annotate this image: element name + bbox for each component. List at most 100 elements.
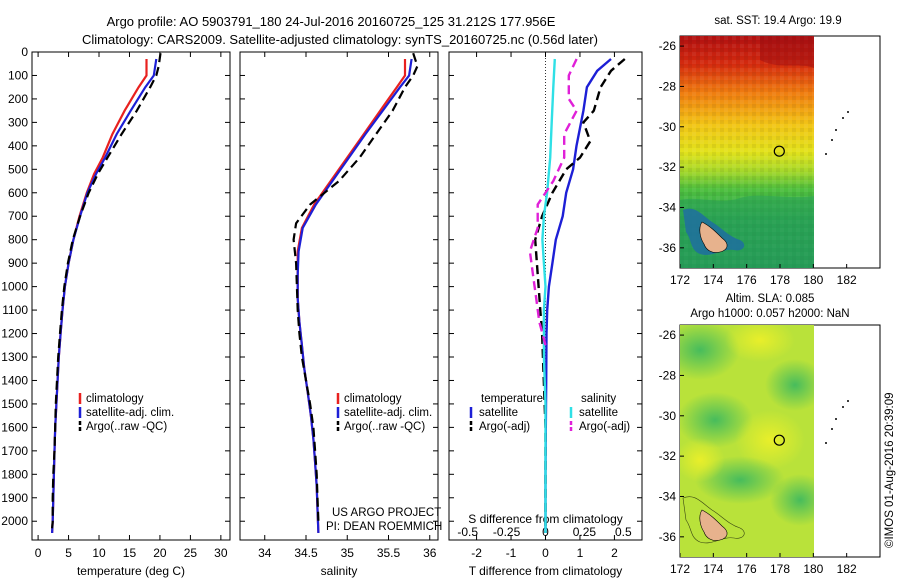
differences-xtick-label: -2	[471, 546, 482, 560]
legend-entry: Argo(-adj)	[579, 421, 630, 433]
salinity-xtick-label: 35	[341, 546, 355, 560]
temperature-ytick-label: 1400	[1, 373, 28, 387]
salinity-legend-entry: climatology	[344, 393, 402, 405]
diff-series-2	[541, 58, 556, 533]
temperature-ytick-label: 1500	[1, 397, 28, 411]
temperature-ytick-label: 600	[8, 186, 28, 200]
salinity-plot-frame	[239, 51, 439, 541]
temperature-ytick-label: 1800	[1, 467, 28, 481]
sla-map: Altim. SLA: 0.085 Argo h1000: 0.057 h200…	[679, 293, 881, 558]
legend-entry: satellite	[579, 407, 618, 419]
sla_map-xtick-label: 180	[803, 562, 823, 576]
temperature-xtick-label: 25	[184, 546, 198, 560]
temperature-ytick-label: 500	[8, 162, 28, 176]
sla_map-axes: 172 174 176 178 180 182 -26 -28 -30 -32 -34 -36	[659, 328, 857, 576]
salinity-diff-tick-label: -0.5	[457, 525, 478, 539]
salinity-diff-tick-label: -0.25	[493, 525, 521, 539]
sla_map-ytick-label: -26	[659, 328, 677, 342]
temperature-legend-entry: satellite-adj. clim.	[86, 407, 174, 419]
new-zealand-land-sla	[699, 509, 728, 541]
temperature-xtick-label: 15	[123, 546, 137, 560]
salinity-xtick-label: 36	[423, 546, 437, 560]
argo-position-marker-sla	[773, 434, 785, 446]
legend-entry: satellite	[479, 407, 518, 419]
sst_map-ytick-label: -30	[659, 120, 677, 134]
sst_map-xtick-label: 182	[837, 273, 857, 287]
sst_map-xtick-label: 178	[770, 273, 790, 287]
sla-map-title: Altim. SLA: 0.085	[726, 293, 815, 305]
temperature-ytick-label: 1700	[1, 444, 28, 458]
differences-panel: -2 -1 0 1 2 T difference from climatology -0.5…	[448, 51, 643, 578]
temperature-ytick-label: 0	[21, 45, 28, 59]
temperature-ytick-label: 1100	[2, 303, 28, 317]
sla_map-ytick-label: -36	[659, 530, 677, 544]
figure-title-line2: Climatology: CARS2009. Satellite-adjuste…	[82, 32, 598, 47]
sla_map-xtick-label: 174	[703, 562, 723, 576]
sst_map-ytick-label: -32	[659, 160, 677, 174]
project-label: US ARGO PROJECT	[332, 507, 441, 519]
temperature-xtick-label: 0	[35, 546, 42, 560]
legend-entry: Argo(-adj)	[479, 421, 530, 433]
new-zealand-land	[699, 221, 728, 253]
differences-xlabel: T difference from climatology	[469, 564, 623, 578]
temperature-ytick-label: 200	[8, 92, 28, 106]
pi-label: PI: DEAN ROEMMICH	[326, 521, 442, 533]
sst-map-title: sat. SST: 19.4 Argo: 19.9	[714, 15, 841, 27]
sst-field	[680, 36, 814, 268]
sst_map-xtick-label: 176	[737, 273, 757, 287]
figure-title-line1: Argo profile: AO 5903791_180 24-Jul-2016…	[107, 14, 556, 29]
sla_map-ytick-label: -30	[659, 409, 677, 423]
differences-xtick-label: -1	[506, 546, 517, 560]
sla-field	[680, 325, 814, 557]
sst_map-ytick-label: -36	[659, 241, 677, 255]
sla_map-xtick-label: 172	[670, 562, 690, 576]
sst_map-ytick-label: -28	[659, 79, 677, 93]
temperature-ytick-label: 1600	[1, 420, 28, 434]
sla_map-xtick-label: 176	[737, 562, 757, 576]
salinity-diff-tick-label: 0.25	[573, 525, 597, 539]
argo-position-marker	[773, 145, 785, 157]
sst_map-xtick-label: 174	[703, 273, 723, 287]
sst-map: sat. SST: 19.4 Argo: 19.9	[679, 15, 881, 269]
temperature-ytick-label: 1000	[1, 280, 28, 294]
temperature-ytick-label: 300	[8, 115, 28, 129]
temperature-xtick-label: 5	[65, 546, 72, 560]
temperature-ytick-label: 800	[8, 233, 28, 247]
temperature-ytick-label: 1900	[1, 491, 28, 505]
temperature-ytick-label: 1200	[1, 327, 28, 341]
sst_map-ytick-label: -26	[659, 39, 677, 53]
salinity-xlabel: salinity	[321, 564, 358, 578]
sst_map-xtick-label: 180	[803, 273, 823, 287]
sst_map-ytick-label: -34	[659, 200, 677, 214]
credit-label: ©IMOS 01-Aug-2016 20:39:09	[884, 392, 896, 548]
salinity-series-2	[292, 52, 419, 522]
legend-header-salinity: salinity	[581, 393, 616, 405]
salinity-xtick-label: 34.5	[294, 546, 318, 560]
sla_map-ytick-label: -34	[659, 489, 677, 503]
salinity-diff-tick-label: 0.5	[615, 525, 632, 539]
sla_map-ytick-label: -28	[659, 368, 677, 382]
temperature-ytick-label: 700	[8, 209, 28, 223]
sst_map-xtick-label: 172	[670, 273, 690, 287]
temperature-plot-frame	[31, 51, 231, 541]
temperature-legend-entry: climatology	[86, 393, 144, 405]
temperature-ytick-label: 900	[8, 256, 28, 270]
differences-xtick-label: 2	[611, 546, 618, 560]
differences-xtick-label: 1	[577, 546, 584, 560]
salinity-legend-entry: satellite-adj. clim.	[344, 407, 432, 419]
temperature-ytick-label: 1300	[1, 350, 28, 364]
sla_map-xtick-label: 178	[770, 562, 790, 576]
diff-series-3	[528, 58, 578, 346]
salinity-xtick-label: 34	[258, 546, 272, 560]
legend-header-temperature: temperature	[481, 393, 543, 405]
sla-map-subtitle: Argo h1000: 0.057 h2000: NaN	[690, 308, 849, 320]
temperature-xtick-label: 30	[214, 546, 228, 560]
temperature-ytick-label: 100	[8, 68, 28, 82]
sst_map-axes: 172 174 176 178 180 182 -26 -28 -30 -32 -34 -36	[659, 39, 857, 287]
differences-xtick-label: 0	[542, 546, 549, 560]
temperature-ytick-label: 2000	[1, 514, 28, 528]
temperature-legend-entry: Argo(..raw -QC)	[86, 421, 167, 433]
temperature-xtick-label: 20	[153, 546, 167, 560]
salinity-legend-entry: Argo(..raw -QC)	[344, 421, 425, 433]
